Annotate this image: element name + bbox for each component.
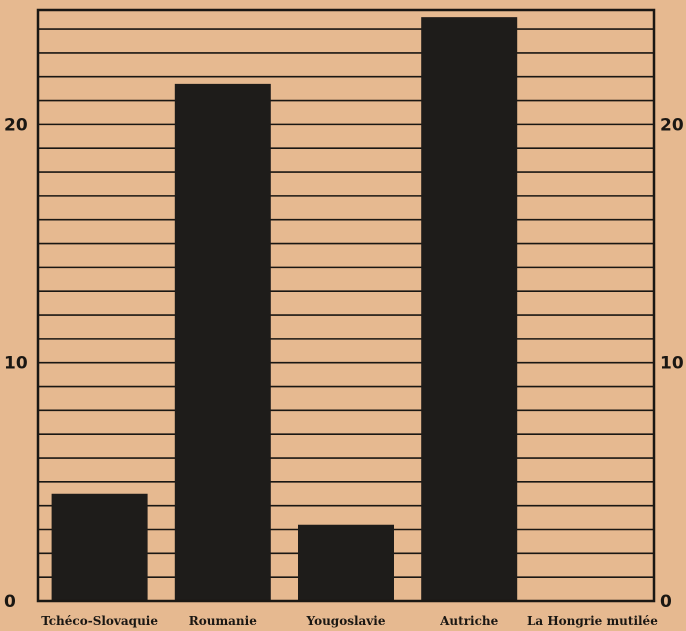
y-tick-labels: 0 0 10 10 20 20 [4,115,684,612]
grid-lines [38,28,654,578]
bar [298,524,394,601]
y-tick-label-left: 20 [4,115,28,135]
y-tick-label-right: 10 [660,354,684,374]
bar [421,17,518,602]
y-tick-label-right: 0 [660,592,672,612]
y-tick-label-right: 20 [660,115,684,135]
y-tick-label-left: 10 [4,354,28,374]
category-label: Tchéco-Slovaquie [41,614,158,628]
x-category-labels: Tchéco-Slovaquie Roumanie Yougoslavie Autri… [41,614,658,628]
plot-frame [36,8,656,603]
category-label: Autriche [439,614,498,628]
category-label: Yougoslavie [306,614,386,628]
y-tick-label-left: 0 [4,592,16,612]
bar [51,493,148,601]
category-label: Roumanie [189,614,257,628]
category-label: La Hongrie mutilée [527,614,658,628]
bar [174,83,271,601]
bars [51,17,518,602]
